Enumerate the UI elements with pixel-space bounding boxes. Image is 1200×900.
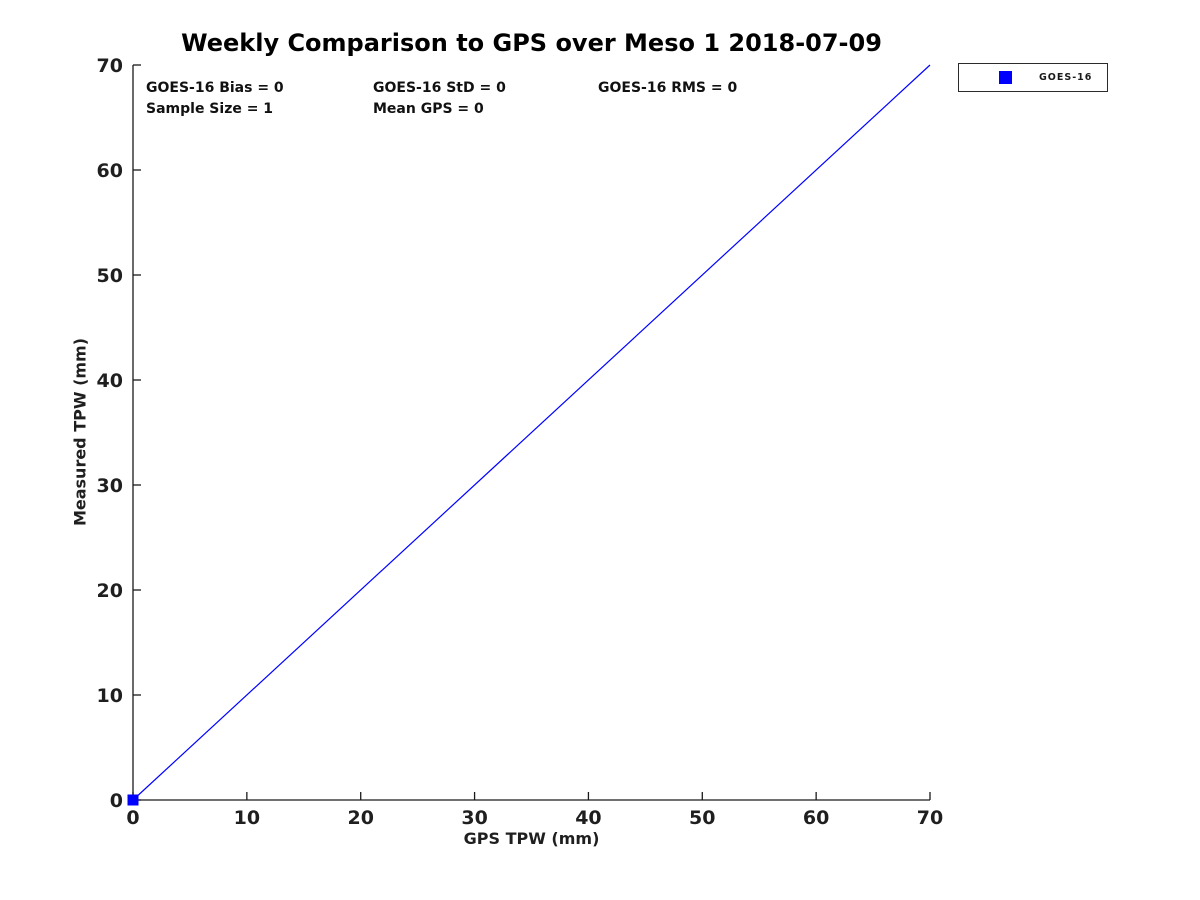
stat-goes16-std: GOES-16 StD = 0 [373, 80, 506, 96]
y-tick-label: 50 [97, 265, 123, 287]
y-tick-label: 30 [97, 475, 123, 497]
y-axis-label: Measured TPW (mm) [70, 337, 90, 527]
data-point-marker [127, 794, 139, 806]
x-tick-label: 10 [234, 807, 260, 829]
legend-label: GOES-16 [1039, 72, 1093, 83]
x-tick-label: 30 [461, 807, 487, 829]
y-tick-label: 20 [97, 580, 123, 602]
stat-goes16-bias: GOES-16 Bias = 0 [146, 80, 284, 96]
stat-mean-gps: Mean GPS = 0 [373, 101, 484, 117]
stat-goes16-rms: GOES-16 RMS = 0 [598, 80, 738, 96]
x-tick-label: 40 [575, 807, 601, 829]
chart-title: Weekly Comparison to GPS over Meso 1 201… [181, 29, 882, 57]
y-tick-label: 10 [97, 685, 123, 707]
stat-sample-size: Sample Size = 1 [146, 101, 274, 117]
identity-line [132, 64, 931, 801]
y-tick-label: 70 [97, 55, 123, 77]
x-tick-label: 60 [803, 807, 829, 829]
x-tick-label: 0 [126, 807, 139, 829]
legend-square-marker-icon [999, 71, 1012, 84]
y-tick-label: 60 [97, 160, 123, 182]
x-tick-label: 20 [347, 807, 373, 829]
y-tick-label: 0 [110, 790, 123, 812]
x-tick-label: 70 [917, 807, 943, 829]
x-tick-label: 50 [689, 807, 715, 829]
legend-box: GOES-16 [958, 63, 1108, 92]
x-axis-label: GPS TPW (mm) [463, 829, 600, 848]
y-tick-label: 40 [97, 370, 123, 392]
